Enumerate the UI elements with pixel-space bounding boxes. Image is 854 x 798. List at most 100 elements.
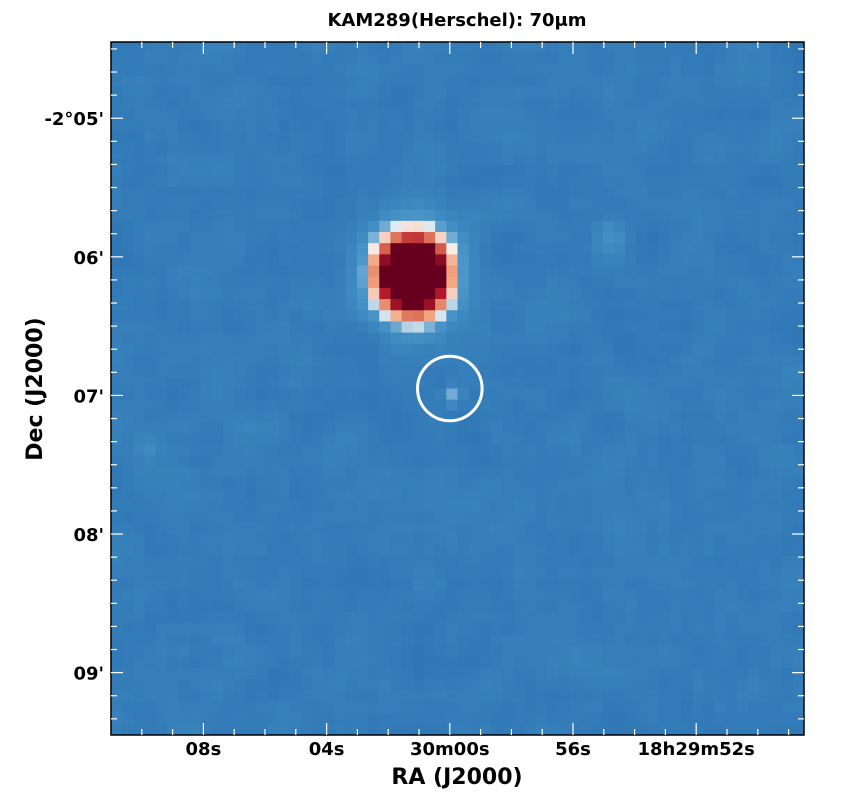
heatmap-cell <box>211 176 224 188</box>
heatmap-cell <box>111 220 123 233</box>
heatmap-cell <box>334 42 347 54</box>
heatmap-cell <box>535 321 548 334</box>
heatmap-cell <box>591 343 604 356</box>
heatmap-cell <box>301 522 313 535</box>
heatmap-cell <box>591 567 604 580</box>
heatmap-cell <box>535 422 548 434</box>
heatmap-cell <box>580 656 593 669</box>
heatmap-cell <box>401 153 414 166</box>
heatmap-cell <box>334 232 347 244</box>
heatmap-cell <box>334 131 347 144</box>
heatmap-cell <box>390 86 403 99</box>
heatmap-cell <box>558 198 570 211</box>
heatmap-cell <box>770 679 783 691</box>
heatmap-cell <box>792 511 804 524</box>
heatmap-cell <box>155 500 168 512</box>
heatmap-cell <box>636 120 649 132</box>
heatmap-cell <box>222 299 235 311</box>
heatmap-cell <box>356 198 369 211</box>
heatmap-cell <box>245 176 257 188</box>
heatmap-cell <box>546 522 559 535</box>
heatmap-cell <box>535 433 548 445</box>
heatmap-cell <box>379 187 391 199</box>
heatmap-cell <box>166 422 179 434</box>
heatmap-cell <box>625 75 637 88</box>
heatmap-cell <box>446 533 458 546</box>
heatmap-cell <box>289 388 302 401</box>
heatmap-cell <box>111 701 123 714</box>
heatmap-cell <box>513 366 526 378</box>
heatmap-cell <box>580 522 593 535</box>
heatmap-cell <box>781 466 794 479</box>
heatmap-cell <box>289 556 302 568</box>
heatmap-cell <box>502 164 514 177</box>
heatmap-cell <box>569 332 581 345</box>
heatmap-cell <box>312 176 324 188</box>
heatmap-cell <box>725 589 738 602</box>
heatmap-cell <box>278 645 291 658</box>
heatmap-cell <box>423 142 436 155</box>
heatmap-cell <box>781 600 794 613</box>
heatmap-cell <box>692 656 704 669</box>
heatmap-cell <box>602 176 615 188</box>
heatmap-cell <box>155 455 168 468</box>
heatmap-cell <box>312 556 324 568</box>
heatmap-cell <box>446 86 458 99</box>
heatmap-cell <box>356 500 369 512</box>
heatmap-cell <box>513 176 526 188</box>
heatmap-cell <box>323 422 336 434</box>
heatmap-cell <box>345 422 358 434</box>
heatmap-cell <box>111 511 123 524</box>
heatmap-cell <box>658 477 671 490</box>
heatmap-cell <box>491 120 503 132</box>
heatmap-cell <box>759 410 771 423</box>
heatmap-cell <box>356 366 369 378</box>
heatmap-cell <box>468 667 481 680</box>
heatmap-cell <box>312 142 324 155</box>
heatmap-cell <box>613 97 626 110</box>
heatmap-cell <box>166 533 179 546</box>
heatmap-cell <box>681 388 693 401</box>
heatmap-cell <box>714 455 727 468</box>
heatmap-cell <box>703 287 716 300</box>
heatmap-cell <box>781 120 794 132</box>
heatmap-cell <box>390 299 403 311</box>
heatmap-cell <box>479 243 492 255</box>
heatmap-cell <box>792 142 804 155</box>
heatmap-cell <box>457 42 470 54</box>
heatmap-cell <box>770 567 783 580</box>
heatmap-cell <box>613 556 626 568</box>
heatmap-cell <box>602 299 615 311</box>
heatmap-cell <box>770 455 783 468</box>
heatmap-cell <box>613 153 626 166</box>
heatmap-cell <box>390 656 403 669</box>
heatmap-cell <box>133 209 146 222</box>
heatmap-cell <box>368 321 380 334</box>
heatmap-cell <box>144 243 157 255</box>
heatmap-cell <box>390 567 403 580</box>
heatmap-cell <box>412 712 425 725</box>
heatmap-cell <box>681 64 693 77</box>
heatmap-cell <box>390 444 403 457</box>
heatmap-cell <box>446 343 458 356</box>
heatmap-cell <box>301 64 313 77</box>
heatmap-cell <box>446 455 458 468</box>
heatmap-cell <box>714 466 727 479</box>
heatmap-cell <box>390 265 403 278</box>
heatmap-cell <box>144 75 157 88</box>
heatmap-cell <box>491 522 503 535</box>
heatmap-cell <box>647 109 660 121</box>
heatmap-cell <box>368 455 380 468</box>
heatmap-cell <box>658 578 671 591</box>
heatmap-cell <box>345 299 358 311</box>
heatmap-cell <box>591 444 604 457</box>
heatmap-cell <box>491 466 503 479</box>
heatmap-cell <box>457 433 470 445</box>
heatmap-cell <box>379 589 391 602</box>
heatmap-cell <box>222 667 235 680</box>
heatmap-cell <box>714 701 727 714</box>
heatmap-cell <box>312 645 324 658</box>
heatmap-cell <box>144 511 157 524</box>
heatmap-cell <box>334 690 347 702</box>
heatmap-cell <box>613 656 626 669</box>
